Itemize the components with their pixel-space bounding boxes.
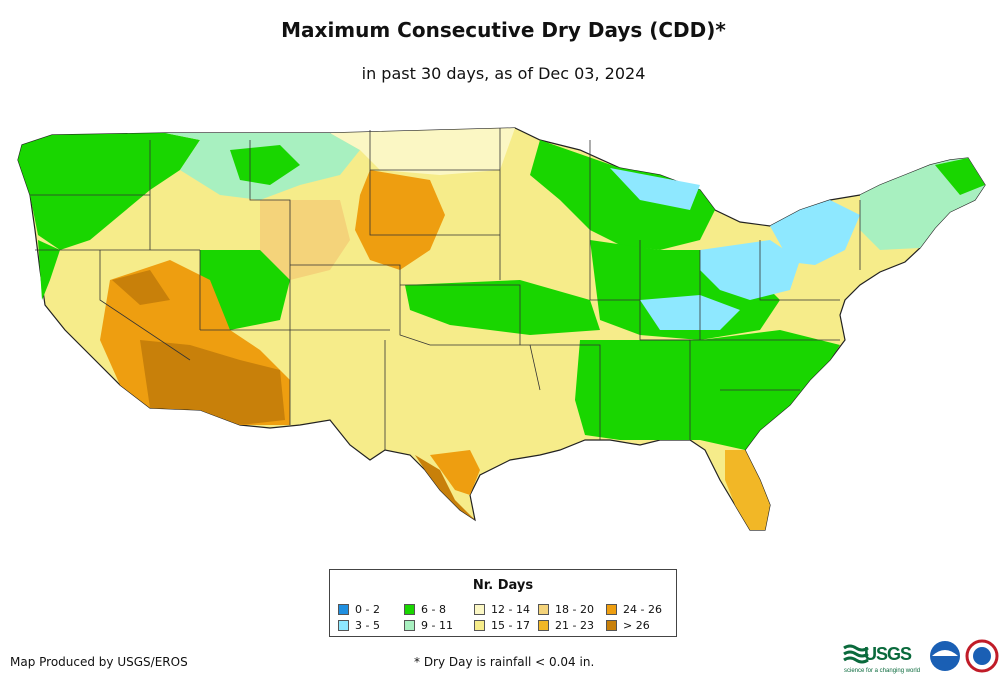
credit-text: Map Produced by USGS/EROS <box>10 655 188 669</box>
legend: Nr. Days 0 - 2 3 - 5 6 - 8 9 - 11 12 - 14 15 … <box>329 569 677 637</box>
map-subtitle: in past 30 days, as of Dec 03, 2024 <box>361 64 646 83</box>
legend-swatch <box>404 620 415 631</box>
legend-item: 24 - 26 <box>606 603 662 616</box>
legend-label: 18 - 20 <box>555 603 594 616</box>
legend-item: > 26 <box>606 619 650 632</box>
legend-label: > 26 <box>623 619 650 632</box>
us-cdd-map <box>17 127 986 531</box>
footnote-text: * Dry Day is rainfall < 0.04 in. <box>414 655 595 669</box>
legend-label: 21 - 23 <box>555 619 594 632</box>
legend-item: 15 - 17 <box>474 619 530 632</box>
logos: USGS science for a changing world <box>842 638 1002 680</box>
legend-label: 15 - 17 <box>491 619 530 632</box>
legend-swatch <box>338 604 349 615</box>
legend-swatch <box>538 620 549 631</box>
legend-swatch <box>474 604 485 615</box>
legend-title: Nr. Days <box>472 578 534 593</box>
usgs-logo <box>843 639 999 673</box>
usgs-tagline: science for a changing world <box>844 668 921 674</box>
legend-swatch <box>404 604 415 615</box>
legend-item: 12 - 14 <box>474 603 530 616</box>
legend-item: 9 - 11 <box>404 619 453 632</box>
legend-label: 3 - 5 <box>355 619 380 632</box>
legend-swatch <box>338 620 349 631</box>
legend-item: 6 - 8 <box>404 603 446 616</box>
legend-label: 6 - 8 <box>421 603 446 616</box>
legend-label: 0 - 2 <box>355 603 380 616</box>
legend-label: 12 - 14 <box>491 603 530 616</box>
state-borders <box>30 128 861 450</box>
legend-swatch <box>474 620 485 631</box>
legend-swatch <box>538 604 549 615</box>
legend-item: 21 - 23 <box>538 619 594 632</box>
legend-label: 9 - 11 <box>421 619 453 632</box>
legend-item: 0 - 2 <box>338 603 380 616</box>
legend-item: 18 - 20 <box>538 603 594 616</box>
map-title: Maximum Consecutive Dry Days (CDD)* <box>281 18 726 42</box>
usgs-logo-text: USGS <box>864 644 912 664</box>
legend-swatch <box>606 604 617 615</box>
legend-swatch <box>606 620 617 631</box>
legend-label: 24 - 26 <box>623 603 662 616</box>
legend-item: 3 - 5 <box>338 619 380 632</box>
